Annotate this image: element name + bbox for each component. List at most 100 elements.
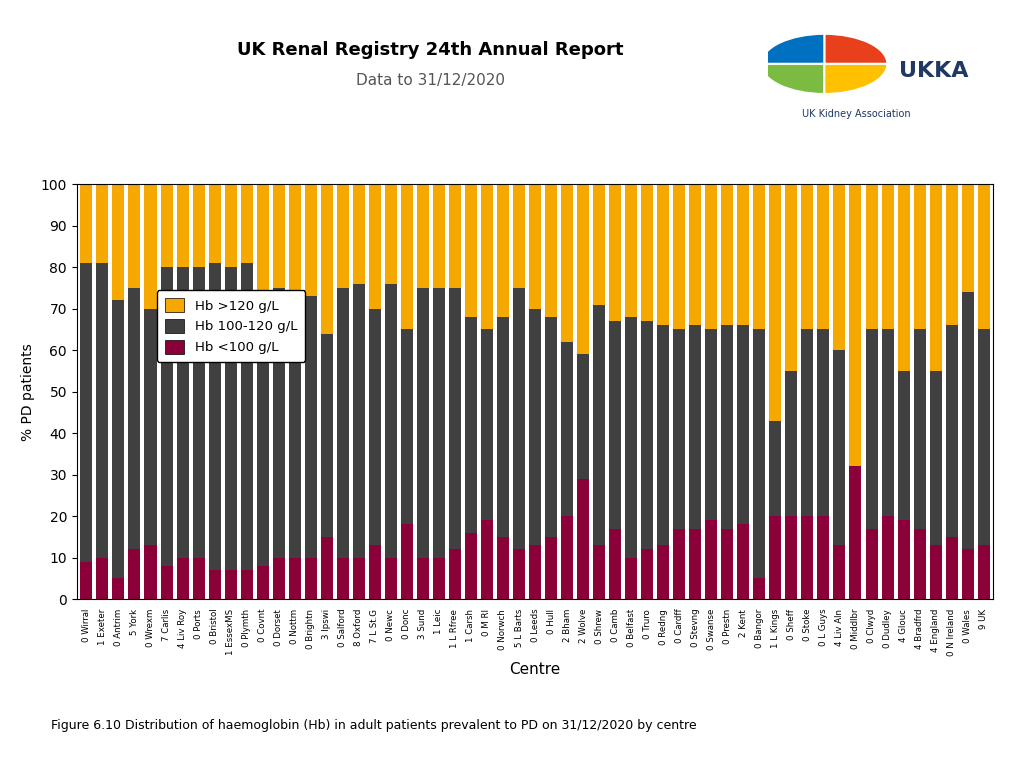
Bar — [465, 184, 477, 317]
Bar — [176, 184, 188, 267]
Bar — [224, 570, 237, 599]
Bar — [817, 184, 829, 329]
Bar — [673, 329, 685, 528]
Bar — [754, 329, 765, 578]
Text: UKKA: UKKA — [899, 61, 968, 81]
Bar — [626, 184, 637, 317]
Bar — [865, 184, 878, 329]
Bar — [81, 184, 92, 263]
Bar — [337, 184, 349, 288]
Bar — [561, 342, 573, 516]
Bar — [289, 558, 301, 599]
Bar — [481, 329, 493, 520]
Bar — [209, 263, 220, 570]
Bar — [400, 525, 413, 599]
Bar — [144, 309, 157, 545]
Bar — [802, 329, 813, 516]
Bar — [962, 549, 974, 599]
Bar — [96, 558, 109, 599]
Bar — [913, 184, 926, 329]
Bar — [545, 537, 557, 599]
Bar — [609, 321, 622, 528]
Bar — [128, 549, 140, 599]
Bar — [706, 329, 717, 520]
Bar — [626, 558, 637, 599]
Bar — [721, 326, 733, 528]
Bar — [545, 317, 557, 537]
Bar — [465, 533, 477, 599]
Bar — [161, 566, 172, 599]
Bar — [882, 516, 894, 599]
Bar — [353, 284, 365, 558]
Bar — [769, 516, 781, 599]
Bar — [465, 317, 477, 533]
Bar — [626, 317, 637, 558]
Bar — [978, 545, 989, 599]
Bar — [497, 184, 509, 317]
Bar — [689, 184, 701, 326]
Bar — [706, 184, 717, 329]
Bar — [673, 184, 685, 329]
Bar — [193, 558, 205, 599]
Bar — [673, 528, 685, 599]
Bar — [321, 184, 333, 333]
Bar — [481, 520, 493, 599]
Bar — [224, 184, 237, 267]
Bar — [96, 263, 109, 558]
Bar — [209, 184, 220, 263]
Bar — [754, 578, 765, 599]
Y-axis label: % PD patients: % PD patients — [22, 343, 35, 441]
Bar — [176, 267, 188, 558]
Bar — [850, 466, 861, 599]
Bar — [385, 558, 397, 599]
Text: UK Kidney Association: UK Kidney Association — [802, 109, 910, 120]
Text: UK Renal Registry 24th Annual Report: UK Renal Registry 24th Annual Report — [237, 41, 624, 59]
Bar — [497, 317, 509, 537]
Bar — [641, 321, 653, 549]
Bar — [257, 566, 268, 599]
Bar — [578, 184, 589, 354]
Bar — [561, 516, 573, 599]
Bar — [737, 525, 750, 599]
Bar — [513, 549, 525, 599]
Bar — [176, 558, 188, 599]
Wedge shape — [824, 34, 888, 64]
Bar — [850, 184, 861, 466]
Bar — [962, 184, 974, 292]
Bar — [513, 184, 525, 288]
Bar — [193, 184, 205, 267]
Bar — [754, 184, 765, 329]
Bar — [930, 184, 942, 371]
Bar — [128, 288, 140, 549]
Bar — [545, 184, 557, 317]
Bar — [962, 292, 974, 549]
Bar — [802, 184, 813, 329]
Bar — [945, 326, 957, 537]
Bar — [449, 184, 461, 288]
Bar — [337, 558, 349, 599]
Bar — [578, 354, 589, 478]
Bar — [369, 184, 381, 309]
Wedge shape — [824, 64, 888, 94]
Bar — [978, 184, 989, 329]
Bar — [305, 184, 316, 296]
Bar — [609, 528, 622, 599]
Wedge shape — [761, 64, 824, 94]
Bar — [497, 537, 509, 599]
Bar — [930, 545, 942, 599]
Bar — [257, 292, 268, 566]
Bar — [817, 329, 829, 516]
Bar — [785, 516, 798, 599]
Bar — [593, 545, 605, 599]
Bar — [593, 184, 605, 305]
Bar — [272, 558, 285, 599]
Bar — [289, 305, 301, 558]
Bar — [385, 184, 397, 284]
Bar — [802, 516, 813, 599]
Bar — [913, 528, 926, 599]
Bar — [945, 537, 957, 599]
Bar — [898, 184, 909, 371]
Wedge shape — [761, 34, 824, 64]
Bar — [593, 305, 605, 545]
Bar — [657, 545, 670, 599]
